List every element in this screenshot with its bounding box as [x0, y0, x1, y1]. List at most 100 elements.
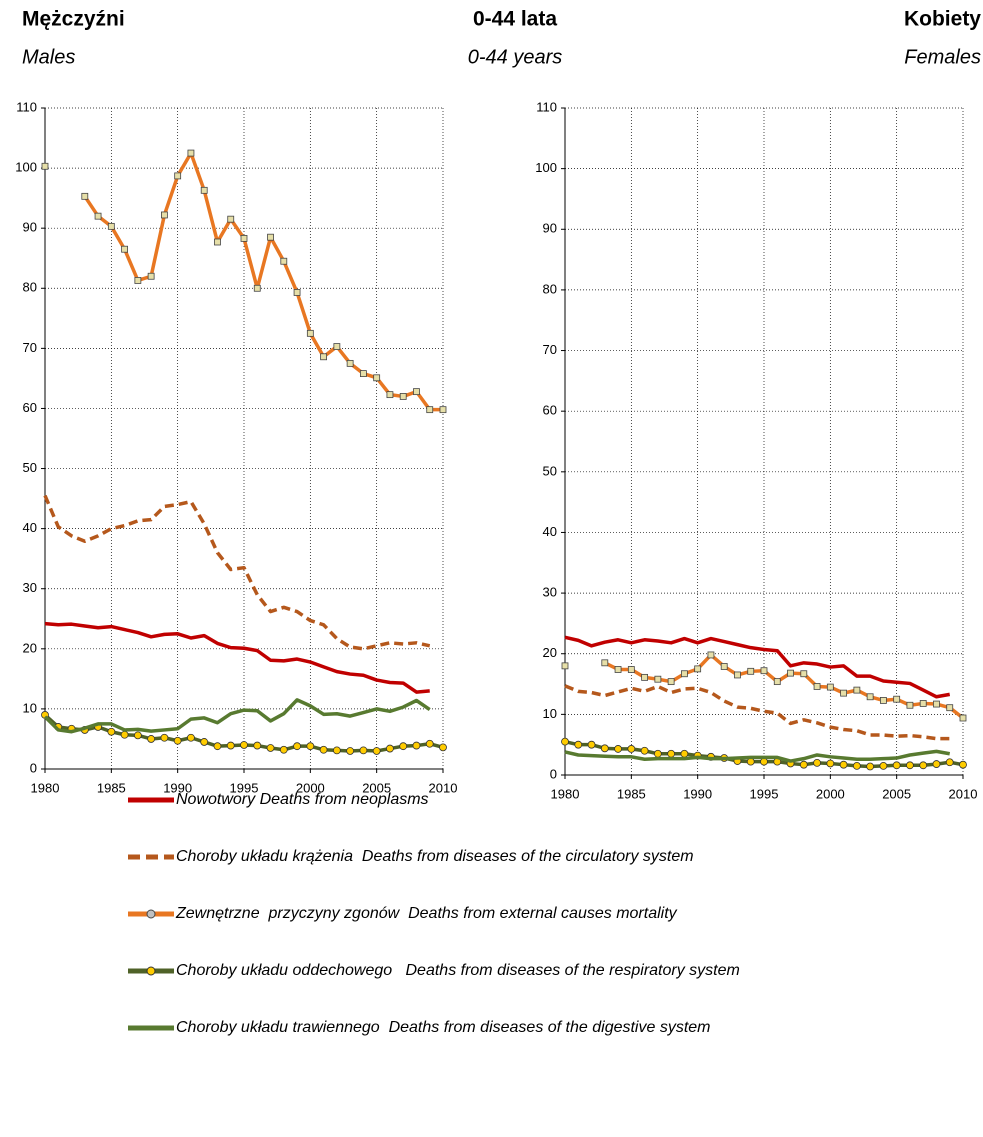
marker	[933, 700, 940, 708]
marker	[640, 746, 649, 755]
marker	[386, 744, 394, 753]
marker	[654, 675, 662, 683]
series-line	[43, 494, 431, 651]
marker	[614, 666, 622, 673]
marker	[41, 162, 49, 170]
y-tick-label: 100	[535, 160, 557, 175]
x-tick-label: 2005	[362, 780, 391, 795]
marker	[200, 738, 209, 746]
marker	[319, 745, 328, 754]
y-tick-label: 70	[543, 342, 557, 357]
marker	[120, 730, 129, 739]
y-tick-label: 40	[23, 520, 37, 535]
marker	[760, 757, 768, 766]
y-tick-label: 30	[543, 585, 557, 600]
series-line	[564, 749, 951, 763]
x-tick-label: 2000	[296, 780, 325, 795]
marker	[306, 329, 314, 337]
y-tick-label: 60	[23, 400, 37, 415]
x-tick-label: 1990	[683, 786, 712, 801]
marker	[627, 666, 635, 673]
marker	[800, 670, 808, 678]
legend-label: Choroby układu oddechowego Deaths from d…	[176, 962, 740, 979]
legend-marker	[146, 909, 156, 919]
marker	[813, 758, 821, 767]
marker	[253, 284, 261, 292]
marker	[266, 744, 275, 752]
y-tick-label: 80	[23, 280, 37, 295]
marker	[107, 222, 115, 230]
marker	[720, 663, 728, 670]
marker	[293, 289, 301, 296]
series-line	[83, 151, 443, 412]
marker	[561, 662, 569, 670]
marker	[439, 743, 447, 752]
marker	[240, 741, 248, 749]
header-title: 0-44 lata	[473, 8, 557, 31]
marker	[614, 745, 622, 753]
y-tick-label: 50	[543, 463, 557, 478]
marker	[333, 343, 341, 350]
marker	[81, 192, 89, 200]
x-tick-label: 1995	[750, 786, 779, 801]
y-tick-label: 50	[23, 460, 37, 475]
marker	[174, 172, 182, 180]
marker	[813, 683, 821, 690]
marker	[133, 731, 142, 740]
y-tick-label: 20	[543, 645, 557, 660]
y-tick-label: 0	[30, 760, 37, 775]
marker	[386, 391, 394, 399]
series-line	[604, 653, 965, 720]
y-tick-label: 20	[23, 640, 37, 655]
marker	[359, 746, 368, 755]
legend-label: Choroby układu krążenia Deaths from dise…	[176, 848, 694, 865]
marker	[200, 186, 208, 194]
marker	[946, 704, 954, 712]
y-tick-label: 90	[543, 221, 557, 236]
marker	[561, 737, 569, 746]
x-tick-label: 1980	[551, 786, 580, 801]
y-tick-label: 110	[536, 99, 557, 114]
marker	[641, 673, 648, 681]
marker	[267, 233, 274, 241]
y-tick-label: 40	[543, 524, 557, 539]
chart-subtitle: Males	[22, 46, 75, 68]
marker	[826, 759, 835, 768]
header-subtitle: 0-44 years	[468, 46, 563, 68]
series-line	[564, 635, 951, 699]
marker	[147, 735, 156, 743]
marker	[840, 689, 847, 697]
marker	[932, 760, 941, 768]
marker	[160, 211, 168, 219]
y-tick-label: 80	[543, 281, 557, 296]
marker	[187, 149, 195, 157]
marker	[253, 741, 262, 750]
x-tick-label: 2000	[816, 786, 845, 801]
marker	[147, 272, 155, 280]
marker	[121, 245, 128, 253]
marker	[320, 353, 328, 361]
marker	[187, 733, 195, 742]
marker	[213, 742, 222, 751]
marker	[853, 686, 861, 694]
x-tick-label: 1980	[31, 780, 60, 795]
marker	[134, 277, 142, 284]
x-tick-label: 2005	[882, 786, 911, 801]
marker	[413, 388, 420, 396]
chart-subtitle: Females	[904, 46, 981, 68]
marker	[279, 745, 288, 754]
x-tick-label: 1985	[617, 786, 646, 801]
marker	[826, 683, 834, 691]
x-tick-label: 2010	[949, 786, 978, 801]
y-tick-label: 60	[543, 403, 557, 418]
marker	[94, 212, 102, 220]
legend-label: Zewnętrzne przyczyny zgonów Deaths from …	[175, 905, 678, 922]
y-tick-label: 0	[550, 766, 557, 781]
y-tick-label: 110	[16, 99, 37, 114]
y-tick-label: 10	[23, 700, 37, 715]
marker	[667, 678, 675, 686]
series-line	[44, 621, 430, 694]
marker	[412, 741, 421, 750]
marker	[399, 742, 408, 751]
marker	[226, 741, 235, 750]
